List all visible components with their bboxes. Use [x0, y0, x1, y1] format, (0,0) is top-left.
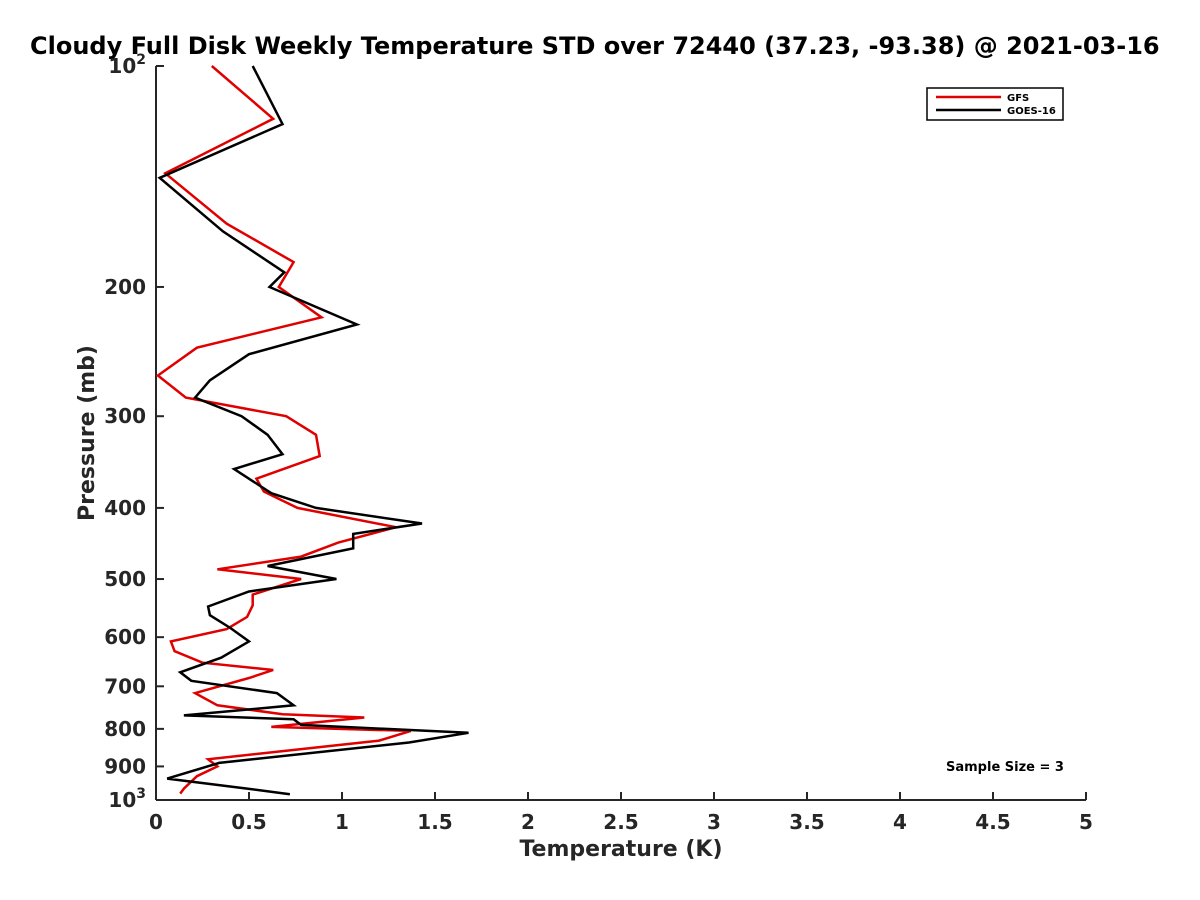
x-axis-label: Temperature (K)	[519, 837, 722, 862]
axes	[155, 66, 1086, 801]
y-tick-exponent: 2	[136, 52, 146, 68]
y-tick-label: 500	[104, 567, 146, 591]
x-tick-label: 4	[893, 810, 907, 834]
y-tick-base: 500	[104, 567, 146, 591]
x-tick-label: 3	[707, 810, 721, 834]
x-tick-label: 4.5	[975, 810, 1010, 834]
y-tick-label: 102	[108, 52, 146, 78]
legend: GFS GOES-16	[926, 87, 1064, 121]
x-tick-label: 5	[1079, 810, 1093, 834]
legend-label: GOES-16	[1007, 106, 1056, 117]
y-tick-base: 400	[104, 496, 146, 520]
y-axis-label: Pressure (mb)	[75, 345, 100, 521]
y-tick-base: 900	[104, 754, 146, 778]
y-tick-base: 10	[108, 54, 136, 78]
x-tick-label: 1	[335, 810, 349, 834]
y-tick-label: 700	[104, 674, 146, 698]
x-tick-label: 0.5	[231, 810, 266, 834]
series-group	[155, 65, 469, 796]
series-line-gfs	[155, 65, 412, 795]
y-tick-label: 200	[104, 275, 146, 299]
x-tick-label: 3.5	[789, 810, 824, 834]
sample-size-annotation: Sample Size = 3	[946, 760, 1064, 775]
y-tick-base: 10	[108, 788, 136, 812]
y-tick-base: 800	[104, 717, 146, 741]
y-tick-label: 900	[104, 754, 146, 778]
legend-box	[926, 87, 1064, 121]
y-tick-label: 300	[104, 404, 146, 428]
y-tick-base: 300	[104, 404, 146, 428]
series-line-goes-16	[157, 65, 469, 796]
y-tick-label: 400	[104, 496, 146, 520]
x-tick-label: 2	[521, 810, 535, 834]
y-tick-label: 600	[104, 625, 146, 649]
y-tick-base: 200	[104, 275, 146, 299]
x-tick-label: 1.5	[417, 810, 452, 834]
y-tick-label: 103	[108, 786, 146, 812]
x-tick-label: 2.5	[603, 810, 638, 834]
x-tick-label: 0	[149, 810, 163, 834]
y-tick-base: 600	[104, 625, 146, 649]
y-tick-label: 800	[104, 717, 146, 741]
legend-entries: GFS GOES-16	[936, 93, 1056, 117]
chart-title: Cloudy Full Disk Weekly Temperature STD …	[30, 32, 1160, 60]
y-tick-base: 700	[104, 674, 146, 698]
x-ticks: 0 0.5 1 1.5 2 2.5 3 3.5 4 4.5 5	[149, 792, 1093, 834]
y-tick-exponent: 3	[136, 786, 146, 802]
legend-label: GFS	[1007, 93, 1029, 104]
